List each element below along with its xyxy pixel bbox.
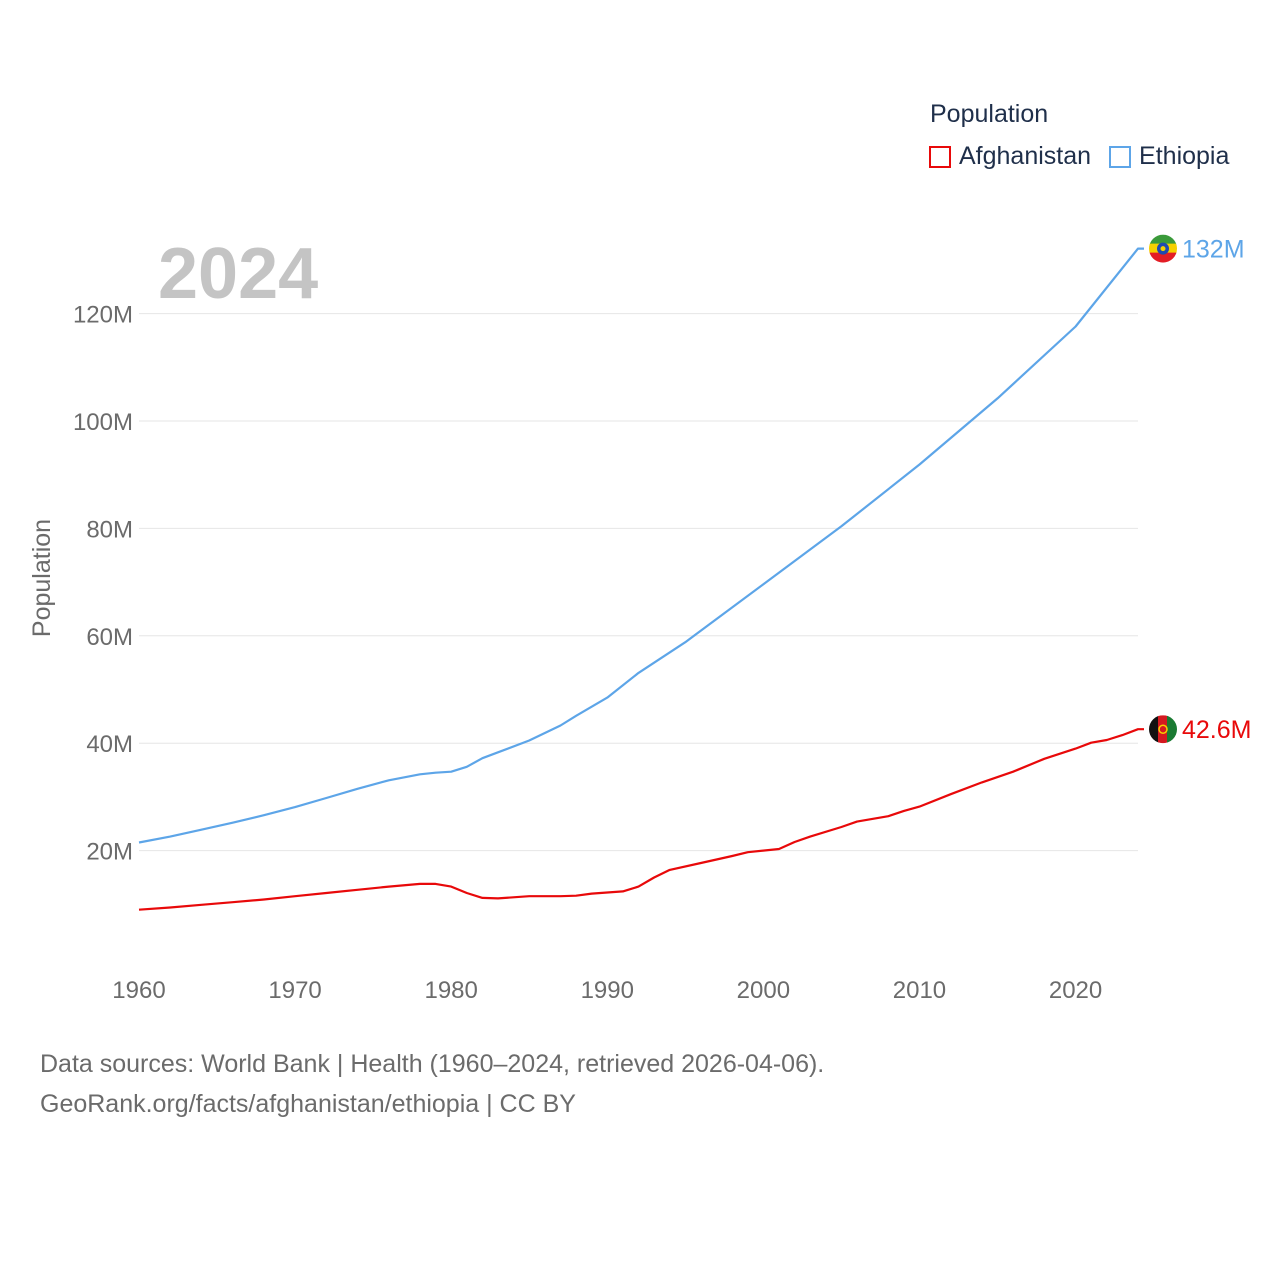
x-tick-label: 2020 [1049, 977, 1102, 1004]
y-tick-label: 60M [86, 624, 133, 651]
y-tick-label: 20M [86, 839, 133, 866]
legend-item-ethiopia[interactable]: Ethiopia [1109, 142, 1229, 171]
y-tick-label: 120M [73, 302, 133, 329]
end-label-afghanistan: 42.6M [1182, 716, 1251, 744]
year-label: 2024 [158, 234, 318, 314]
end-labels: 42.6M 132M [1149, 234, 1251, 744]
legend-swatch-ethiopia [1109, 145, 1132, 168]
grid-lines [139, 313, 1138, 852]
y-axis: 20M 40M 60M 80M 100M 120M [73, 302, 133, 866]
x-tick-label: 2010 [893, 977, 946, 1004]
legend-title: Population [930, 100, 1049, 128]
x-tick-label: 1960 [112, 977, 165, 1004]
x-tick-label: 2000 [737, 977, 790, 1004]
legend-label-ethiopia: Ethiopia [1139, 142, 1230, 170]
y-tick-label: 40M [86, 731, 133, 758]
legend-item-afghanistan[interactable]: Afghanistan [929, 142, 1091, 171]
x-tick-label: 1990 [581, 977, 634, 1004]
series-line-ethiopia [138, 247, 1144, 844]
x-tick-label: 1980 [424, 977, 477, 1004]
legend-swatch-afghanistan [929, 145, 951, 168]
x-tick-label: 1970 [268, 977, 321, 1004]
legend: Afghanistan Ethiopia [929, 142, 1247, 171]
afghanistan-flag-icon [1149, 715, 1177, 744]
series-lines [138, 247, 1144, 911]
data-sources-text: Data sources: World Bank | Health (1960–… [40, 1050, 825, 1078]
y-tick-label: 100M [73, 409, 133, 436]
series-line-afghanistan [138, 728, 1144, 911]
ethiopia-flag-icon [1149, 234, 1177, 263]
footer: Data sources: World Bank | Health (1960–… [40, 1044, 824, 1124]
source-link[interactable]: GeoRank.org/facts/afghanistan/ethiopia |… [40, 1090, 576, 1118]
x-axis: 1960 1970 1980 1990 2000 2010 2020 [112, 977, 1102, 1004]
y-axis-title: Population [28, 519, 56, 637]
legend-label-afghanistan: Afghanistan [959, 142, 1092, 170]
y-tick-label: 80M [86, 516, 133, 543]
end-label-ethiopia: 132M [1182, 236, 1245, 264]
